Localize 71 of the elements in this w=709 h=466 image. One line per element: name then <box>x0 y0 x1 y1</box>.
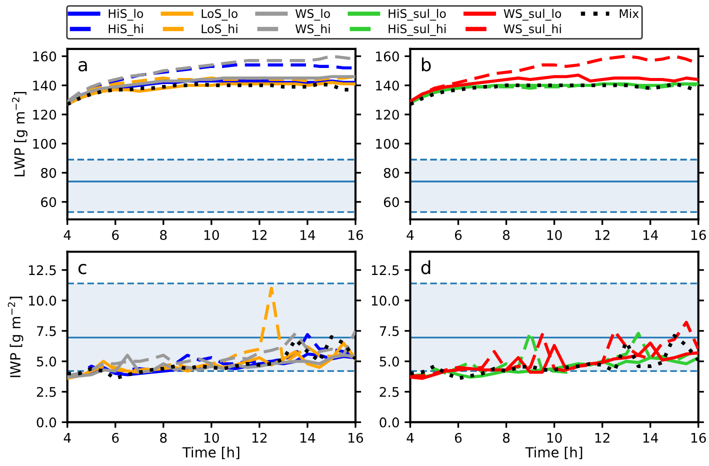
y-tick-label: 120 <box>376 110 399 120</box>
x-tick-label: 8 <box>502 432 510 443</box>
x-tick-label: 12 <box>252 432 267 443</box>
y-axis-title: LWP [g m$^{−2}$] <box>12 92 28 176</box>
x-tick-label: 8 <box>160 432 167 443</box>
y-tick-label: 12.5 <box>372 265 399 276</box>
y-tick-label: 140 <box>376 80 399 91</box>
x-tick-label: 6 <box>454 230 462 240</box>
x-tick-label: 12 <box>595 432 610 443</box>
y-tick-label: 0.0 <box>380 417 399 428</box>
x-tick-label: 12 <box>252 230 267 240</box>
y-tick-label: 60 <box>41 197 56 208</box>
x-tick-label: 6 <box>454 432 462 443</box>
y-tick-label: 10.0 <box>372 296 399 306</box>
y-tick-label: 160 <box>376 51 399 62</box>
y-axis-title: IWP [g m$^{−2}$] <box>8 296 24 378</box>
y-tick-label: 80 <box>41 168 56 178</box>
y-tick-label: 10.0 <box>29 296 56 306</box>
y-tick-label: 80 <box>384 168 399 178</box>
legend-label: LoS_lo <box>202 8 238 21</box>
x-tick-label: 4 <box>64 230 71 240</box>
annotation: c <box>78 264 86 274</box>
y-tick-label: 100 <box>33 138 56 149</box>
x-axis-title: Time [h] <box>182 446 240 460</box>
legend-label: HiS_hi <box>108 24 143 36</box>
x-tick-label: 10 <box>204 432 219 443</box>
y-tick-label: 7.5 <box>37 326 56 336</box>
annotation: b <box>422 57 431 72</box>
y-tick-label: 5.0 <box>380 356 399 367</box>
y-tick-label: 7.5 <box>380 326 399 336</box>
x-tick-label: 14 <box>643 433 658 443</box>
legend-label: HiS_sul_lo <box>388 8 446 21</box>
x-tick-label: 10 <box>547 230 562 240</box>
x-tick-label: 16 <box>691 432 706 443</box>
x-tick-label: 12 <box>595 230 610 240</box>
x-tick-label: 14 <box>300 230 316 240</box>
legend-label: WS_lo <box>295 8 330 21</box>
x-tick-label: 14 <box>300 433 316 443</box>
x-axis-title: Time [h] <box>525 446 582 460</box>
y-tick-label: 2.5 <box>380 386 399 397</box>
x-tick-label: 4 <box>64 433 71 443</box>
y-tick-label: 0.0 <box>36 417 56 428</box>
x-tick-label: 14 <box>643 230 658 240</box>
y-tick-label: 160 <box>33 51 56 62</box>
x-tick-label: 10 <box>204 230 219 240</box>
y-tick-label: 12.5 <box>29 265 56 276</box>
x-tick-label: 4 <box>406 433 414 443</box>
legend-label: LoS_hi <box>202 24 238 36</box>
x-tick-label: 4 <box>406 230 414 240</box>
y-tick-label: 2.5 <box>36 386 56 397</box>
x-tick-label: 16 <box>348 230 364 240</box>
x-tick-label: 6 <box>112 230 119 240</box>
y-tick-label: 60 <box>384 197 399 208</box>
legend-label: Mix <box>620 8 639 18</box>
annotation: a <box>78 61 87 72</box>
y-tick-label: 5.0 <box>36 356 56 367</box>
legend-label: WS_sul_lo <box>504 8 562 21</box>
x-tick-label: 8 <box>160 230 167 240</box>
x-tick-label: 16 <box>691 230 706 240</box>
legend-label: HiS_sul_hi <box>388 24 446 36</box>
y-tick-label: 140 <box>33 80 56 91</box>
x-tick-label: 6 <box>112 432 119 443</box>
legend-label: HiS_lo <box>108 8 144 21</box>
x-tick-label: 16 <box>348 432 364 443</box>
y-tick-label: 120 <box>33 110 56 120</box>
annotation: d <box>421 260 430 274</box>
legend-label: WS_sul_hi <box>504 24 561 36</box>
legend-label: WS_hi <box>295 24 330 36</box>
y-tick-label: 100 <box>376 138 399 149</box>
x-tick-label: 8 <box>502 230 510 240</box>
x-tick-label: 10 <box>547 432 562 443</box>
